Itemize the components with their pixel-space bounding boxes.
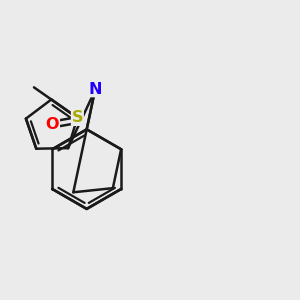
Text: N: N	[88, 82, 102, 97]
Text: O: O	[46, 117, 59, 132]
Text: S: S	[72, 110, 83, 125]
